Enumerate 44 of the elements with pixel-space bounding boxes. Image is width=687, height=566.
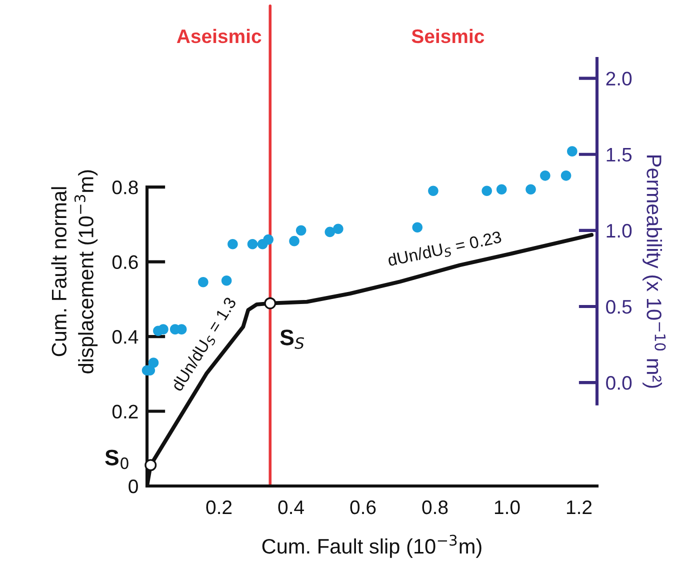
point	[289, 236, 300, 246]
y2-tick-label: 0.0	[606, 376, 632, 390]
x-tick-label: 0.8	[422, 500, 448, 514]
text: Aseismic	[176, 28, 262, 44]
y-tick-label: 0.2	[112, 404, 138, 419]
point	[333, 224, 344, 234]
y2-tick-label: 2.0	[606, 72, 632, 86]
x-tick-label: 1.0	[494, 500, 520, 514]
text: Seismic	[412, 28, 484, 44]
point	[560, 170, 572, 181]
point	[221, 275, 232, 286]
y2-axis-title: Permeability (x 10$^{−10}$ m²)	[642, 156, 666, 388]
point	[428, 186, 438, 196]
y2-tick-label: 0.5	[606, 300, 632, 314]
y2-tick-label: 1.0	[606, 224, 632, 238]
point	[324, 226, 336, 238]
y-tick-label: 0	[128, 479, 138, 494]
y-tick-label: 0.6	[112, 255, 138, 270]
x-tick-label: 0.4	[278, 500, 304, 514]
y-tick-label: 0.8	[112, 180, 138, 194]
x-tick-label: 0.6	[350, 500, 376, 514]
point	[148, 358, 159, 368]
y2-tick-label: 1.5	[606, 148, 632, 162]
point	[567, 146, 578, 156]
point	[412, 222, 423, 233]
y-tick-label: 0.4	[112, 330, 138, 344]
x-axis-title: Cum. Fault slip (10$^{−3}$m)	[262, 534, 482, 558]
point	[296, 225, 306, 236]
point	[496, 184, 507, 195]
annotation: S$_{S}$	[280, 330, 304, 349]
x-tick-label: 1.2	[566, 500, 592, 514]
y-axis-title: Cum. Fault normal displacement (10$^{−3}$m)	[51, 170, 98, 374]
point	[540, 170, 550, 181]
point	[228, 238, 238, 250]
annotation: S$_{0}$	[105, 450, 128, 470]
annotation: dUn/dU$_{S}$ = 0.23	[387, 230, 502, 269]
point	[263, 234, 274, 245]
x-tick-label: 0.2	[206, 500, 232, 514]
point	[247, 238, 258, 250]
point	[158, 324, 168, 334]
point	[198, 277, 208, 288]
point	[526, 184, 536, 195]
point	[482, 186, 492, 196]
annotation: dUn/dU$_{S}$ = 1.3	[170, 296, 239, 394]
